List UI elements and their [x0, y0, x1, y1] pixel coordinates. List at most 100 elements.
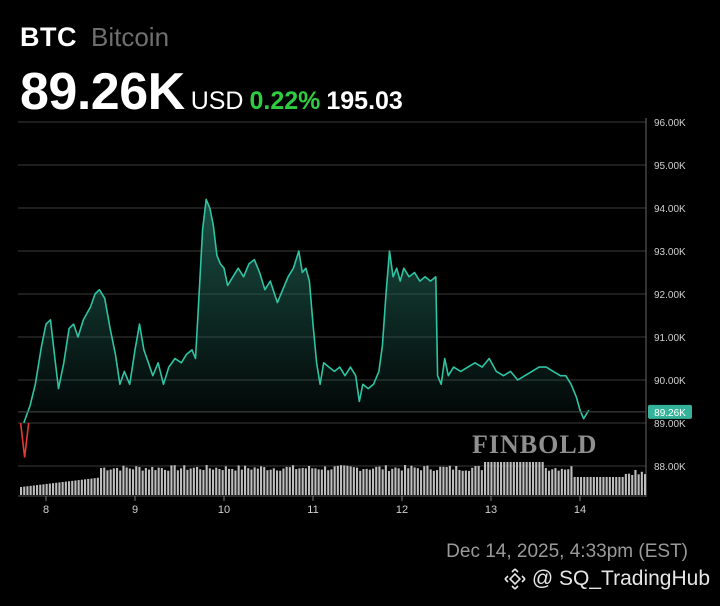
- volume-bar: [336, 465, 339, 495]
- volume-bar: [199, 469, 202, 495]
- volume-bar: [189, 468, 192, 495]
- volume-bar: [442, 466, 445, 495]
- volume-bar: [343, 465, 346, 495]
- volume-bar: [410, 465, 413, 495]
- y-tick-label: 90.00K: [654, 376, 686, 387]
- volume-bar: [522, 462, 525, 495]
- volume-bar: [628, 473, 631, 495]
- volume-bar: [541, 462, 544, 495]
- volume-bar: [445, 467, 448, 495]
- y-tick-label: 94.00K: [654, 204, 686, 215]
- volume-bar: [237, 465, 240, 495]
- volume-bar: [96, 477, 99, 495]
- volume-bar: [311, 468, 314, 495]
- volume-bar: [256, 468, 259, 495]
- volume-bar: [637, 474, 640, 495]
- y-tick-label: 95.00K: [654, 161, 686, 172]
- volume-bar: [359, 470, 362, 495]
- volume-bar: [621, 477, 624, 495]
- volume-bar: [128, 468, 131, 495]
- volume-bar: [455, 466, 458, 495]
- volume-bar: [439, 466, 442, 495]
- volume-bar: [87, 478, 90, 495]
- volume-bar: [599, 477, 602, 495]
- volume-bar: [416, 468, 419, 495]
- volume-bar: [384, 465, 387, 495]
- volume-bar: [301, 468, 304, 495]
- volume-bar: [298, 468, 301, 495]
- volume-bar: [330, 469, 333, 495]
- volume-bar: [80, 479, 83, 495]
- volume-bar: [544, 468, 547, 495]
- volume-bar: [218, 469, 221, 495]
- volume-bar: [512, 462, 515, 495]
- volume-bar: [580, 477, 583, 495]
- volume-bar: [525, 462, 528, 495]
- volume-bar: [484, 462, 487, 495]
- volume-bar: [381, 469, 384, 495]
- y-tick-label: 93.00K: [654, 247, 686, 258]
- volume-bar: [448, 465, 451, 495]
- volume-bar: [221, 470, 224, 495]
- volume-bar: [71, 480, 74, 495]
- volume-bar: [208, 468, 211, 495]
- volume-bar: [490, 462, 493, 495]
- volume-bar: [586, 477, 589, 495]
- volume-bar: [608, 477, 611, 495]
- volume-bar: [589, 477, 592, 495]
- volume-bar: [471, 467, 474, 495]
- volume-bar: [116, 467, 119, 495]
- volume-bar: [132, 469, 135, 495]
- volume-bar: [100, 468, 103, 495]
- watermark-layer: FINBOLD: [472, 430, 596, 459]
- volume-bar: [618, 477, 621, 495]
- volume-bar: [413, 467, 416, 495]
- volume-bar: [397, 468, 400, 495]
- volume-bar: [205, 465, 208, 495]
- volume-bar: [58, 482, 61, 495]
- volume-bar: [234, 470, 237, 495]
- volume-bar: [90, 478, 93, 495]
- area-layer: [18, 198, 646, 458]
- volume-bar: [292, 465, 295, 495]
- volume-bar: [282, 468, 285, 495]
- volume-bar: [295, 469, 298, 495]
- volume-bar: [349, 466, 352, 495]
- volume-bar: [52, 483, 55, 495]
- volume-bar: [20, 487, 23, 495]
- volume-bar: [170, 465, 173, 495]
- volume-bar: [612, 477, 615, 495]
- volume-bar: [141, 470, 144, 495]
- volume-bar: [160, 468, 163, 495]
- volume-bar: [532, 462, 535, 495]
- volume-bar: [519, 462, 522, 495]
- volume-bar: [144, 468, 147, 495]
- volume-bar: [77, 480, 80, 495]
- volume-bar: [631, 474, 634, 495]
- volume-bar: [106, 470, 109, 495]
- volume-bar: [180, 468, 183, 495]
- volume-bar: [183, 465, 186, 495]
- volume-bar: [551, 469, 554, 495]
- volume-bar: [554, 468, 557, 495]
- volume-bar: [516, 462, 519, 495]
- volume-bar: [224, 466, 227, 495]
- volume-bar: [346, 465, 349, 495]
- volume-bar: [535, 462, 538, 495]
- volume-bar: [266, 470, 269, 495]
- volume-bar: [23, 486, 26, 495]
- author-watermark: @ SQ_TradingHub: [504, 567, 710, 591]
- diamond-logo-icon: [504, 568, 526, 590]
- volume-bar: [634, 470, 637, 495]
- x-tick-label: 13: [485, 504, 497, 516]
- volume-bar: [548, 470, 551, 495]
- volume-bar: [423, 466, 426, 495]
- volume-bar: [55, 482, 58, 495]
- volume-bar: [135, 466, 138, 495]
- volume-bar: [378, 466, 381, 495]
- volume-bar: [567, 469, 570, 495]
- volume-bar: [276, 470, 279, 495]
- volume-layer: [20, 462, 647, 495]
- volume-bar: [240, 469, 243, 495]
- volume-bar: [458, 469, 461, 495]
